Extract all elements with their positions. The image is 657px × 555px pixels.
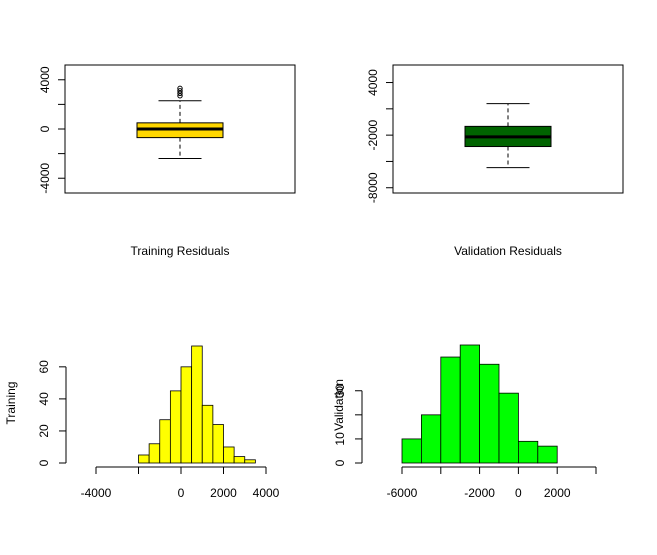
x-tick-label: 0: [515, 486, 522, 500]
plot-frame: [392, 64, 624, 194]
histogram-bar: [459, 344, 481, 464]
x-tick-label: 4000: [253, 486, 280, 500]
y-axis-label: Validation: [332, 379, 346, 431]
histogram-bar: [537, 445, 558, 464]
x-tick-label: 2000: [210, 486, 237, 500]
histogram-bars: [401, 344, 558, 464]
histogram-bar: [440, 356, 461, 464]
histogram-bar: [201, 404, 214, 464]
x-tick-label: 2000: [544, 486, 571, 500]
y-tick-label: 40: [37, 392, 51, 406]
y-axis: -8000 -2000 4000: [366, 69, 393, 203]
histogram-bar: [420, 414, 442, 464]
histogram-bar: [233, 456, 246, 464]
histogram-bar: [479, 363, 500, 464]
y-tick-label: -2000: [366, 119, 380, 150]
outlier-point: [177, 88, 183, 94]
histogram-bar: [191, 345, 203, 464]
validation-histogram-panel: 0 10 30 -6000 -2000 0 2000 Validation: [332, 344, 597, 500]
training-boxplot-panel: -4000 0 4000 Training Residuals: [38, 64, 296, 258]
x-tick-label: -2000: [464, 486, 495, 500]
x-tick-label: -4000: [81, 486, 112, 500]
validation-boxplot-panel: -8000 -2000 4000 Validation Residuals: [366, 64, 624, 258]
outlier-point: [177, 93, 183, 99]
y-tick-label: 4000: [366, 69, 380, 96]
histogram-bar: [180, 366, 193, 464]
y-axis: 0 10 30: [333, 384, 363, 466]
histogram-bar: [138, 454, 150, 464]
histogram-bar: [159, 419, 171, 464]
histogram-bar: [401, 438, 422, 464]
histogram-bar: [169, 390, 182, 464]
y-tick-label: 0: [38, 125, 52, 132]
x-tick-label: 0: [178, 486, 185, 500]
histogram-bar: [212, 424, 224, 464]
y-tick-label: -8000: [366, 172, 380, 203]
histogram-bar: [244, 459, 256, 464]
histogram-bar: [148, 443, 161, 464]
x-axis: -4000 0 2000 4000: [81, 466, 280, 500]
y-axis: -4000 0 4000: [38, 66, 65, 194]
boxplot-marks: [464, 103, 552, 169]
outlier-point: [177, 90, 183, 97]
y-tick-label: -4000: [38, 163, 52, 194]
y-axis: 0 20 40 60: [37, 360, 67, 466]
histogram-bar: [518, 440, 539, 464]
y-tick-label: 4000: [38, 66, 52, 93]
y-tick-label: 0: [37, 459, 51, 466]
x-axis-label: Training Residuals: [131, 244, 230, 258]
y-tick-label: 20: [37, 424, 51, 438]
outlier-point: [177, 85, 183, 92]
x-axis-label: Validation Residuals: [454, 244, 562, 258]
y-tick-label: 30: [333, 384, 347, 398]
x-axis: -6000 -2000 0 2000: [387, 466, 597, 500]
y-axis-label: Training: [4, 382, 18, 425]
training-histogram-panel: 0 20 40 60 -4000 0 2000 4000 Training: [4, 345, 280, 500]
boxplot-marks: [136, 85, 224, 160]
y-tick-label: 60: [37, 360, 51, 374]
histogram-bar: [223, 446, 235, 464]
histogram-bar: [498, 392, 519, 464]
y-tick-label: 0: [333, 459, 347, 466]
y-tick-label: 10: [333, 432, 347, 446]
x-tick-label: -6000: [387, 486, 418, 500]
histogram-bars: [138, 345, 256, 464]
